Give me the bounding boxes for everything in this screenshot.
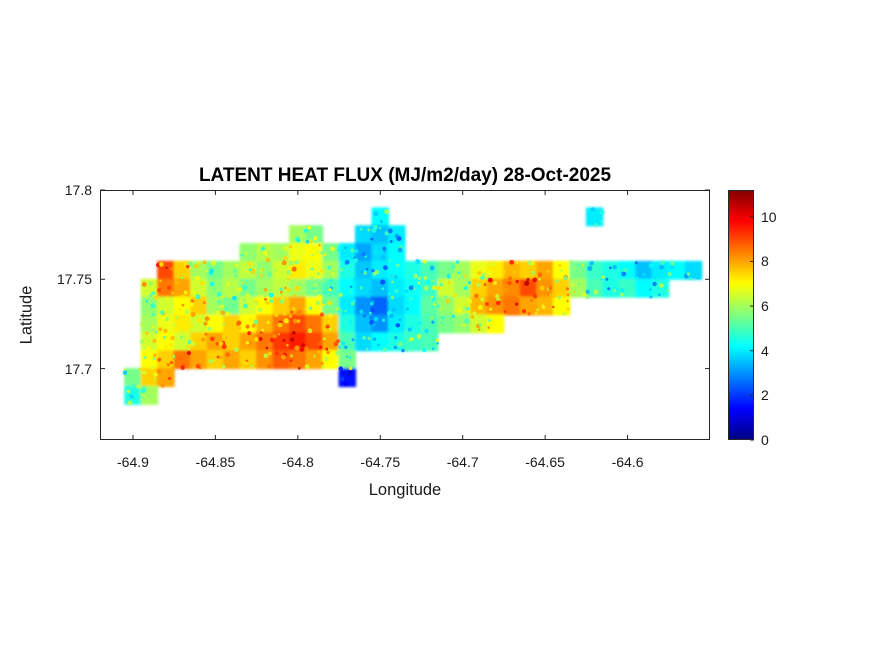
island-heatmap xyxy=(122,207,703,406)
chart-title: LATENT HEAT FLUX (MJ/m2/day) 28-Oct-2025 xyxy=(198,165,612,186)
axes-box xyxy=(100,189,710,440)
colorbar xyxy=(728,190,754,441)
x-axis-label: Longitude xyxy=(368,481,442,499)
y-axis-label: Latitude xyxy=(17,285,36,345)
